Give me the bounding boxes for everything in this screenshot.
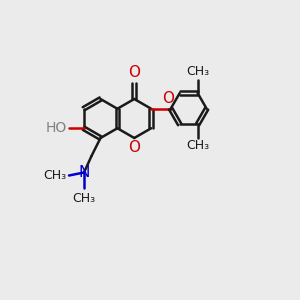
- Text: CH₃: CH₃: [43, 169, 66, 182]
- Text: N: N: [78, 165, 90, 180]
- Text: O: O: [128, 65, 140, 80]
- Text: O: O: [128, 140, 140, 154]
- Text: CH₃: CH₃: [186, 65, 209, 78]
- Text: CH₃: CH₃: [186, 139, 209, 152]
- Text: CH₃: CH₃: [72, 192, 96, 205]
- Text: O: O: [162, 91, 174, 106]
- Text: HO: HO: [46, 121, 67, 135]
